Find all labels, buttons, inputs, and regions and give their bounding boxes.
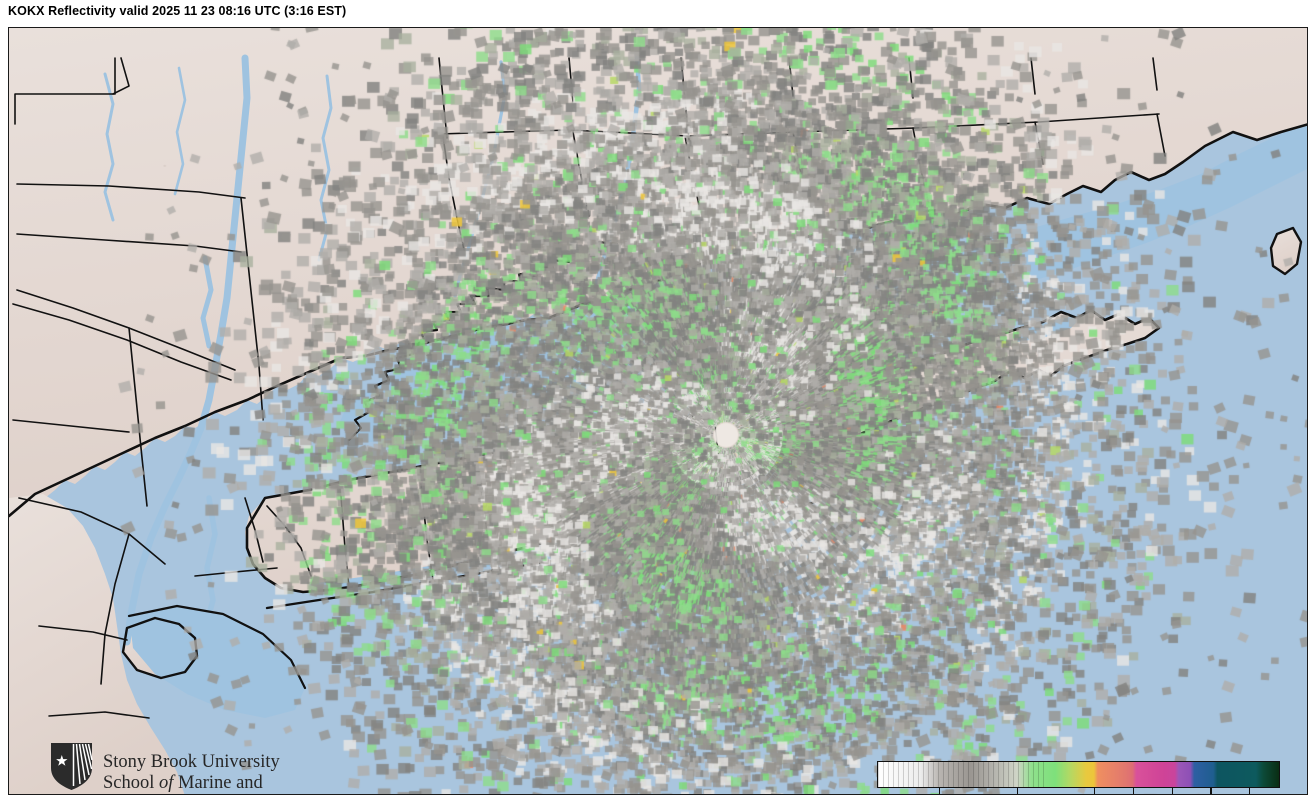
reflectivity-colorbar: 0 20 40 50 60 70 80 xyxy=(877,761,1289,795)
colorbar-tick-label: 80 xyxy=(1240,794,1258,795)
colorbar-tick-label: 40 xyxy=(1085,794,1103,795)
map-panel[interactable]: 0 20 40 50 60 70 80 Stony Brook University xyxy=(8,27,1308,795)
colorbar-tick-label: 0 xyxy=(935,794,944,795)
colorbar-tick xyxy=(1132,788,1135,794)
colorbar-tick-label: 60 xyxy=(1163,794,1181,795)
logo-line-2: School of Marine and xyxy=(103,772,263,793)
colorbar-gradient xyxy=(878,762,1279,787)
colorbar-tick-label: 20 xyxy=(1008,794,1026,795)
colorbar-tick xyxy=(1171,788,1173,794)
map-canvas[interactable] xyxy=(9,28,1307,794)
radar-reflectivity-layer xyxy=(9,28,1307,794)
logo-line-3: Atmospheric Sciences xyxy=(103,793,280,794)
page-title: KOKX Reflectivity valid 2025 11 23 08:16… xyxy=(8,4,347,18)
colorbar-tick xyxy=(1210,788,1212,794)
sbu-logo: Stony Brook University School of Marine … xyxy=(49,740,280,794)
colorbar-tick xyxy=(939,788,941,794)
colorbar-tick-label: 70 xyxy=(1201,794,1219,795)
logo-text: Stony Brook University School of Marine … xyxy=(103,740,280,794)
logo-line-1: Stony Brook University xyxy=(103,752,280,772)
colorbar-tick xyxy=(1249,788,1251,794)
colorbar-tick-label: 50 xyxy=(1124,794,1142,795)
colorbar-tick xyxy=(1094,788,1096,794)
colorbar-quantization xyxy=(878,762,1047,787)
colorbar-tick xyxy=(1016,788,1018,794)
colorbar-bar xyxy=(877,761,1280,788)
shield-icon xyxy=(51,743,93,790)
